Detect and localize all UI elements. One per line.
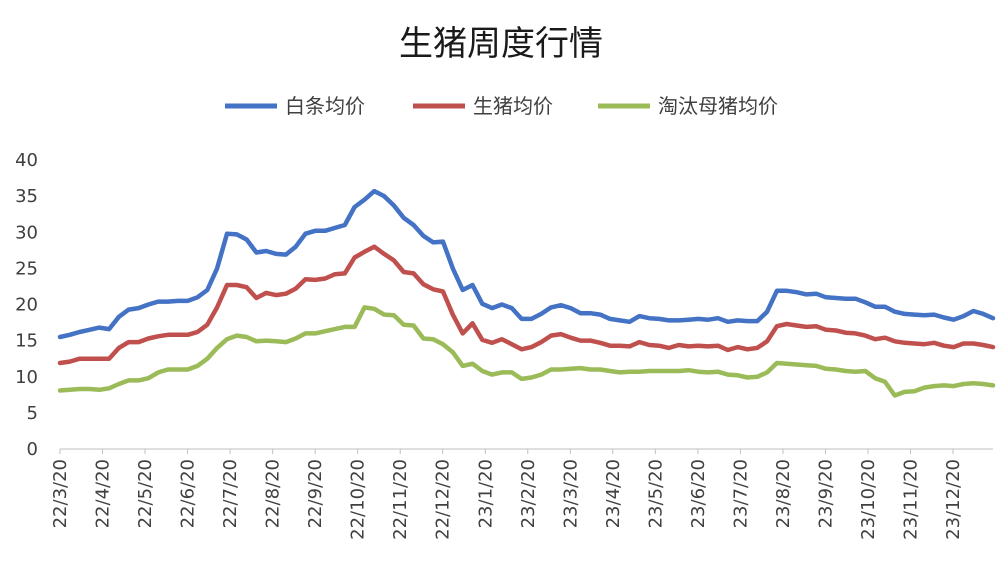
x-tick-label: 22/6/20 [178, 459, 199, 528]
x-tick-label: 22/10/20 [348, 459, 369, 540]
x-axis: 22/3/20 22/4/20 22/5/20 22/6/20 22/7/20 22/8/… [50, 448, 993, 540]
x-tick-label: 23/1/20 [475, 459, 496, 528]
series-layer [57, 188, 996, 398]
x-tick-label: 22/7/20 [220, 459, 241, 528]
x-tick-label: 22/8/20 [263, 459, 284, 528]
y-tick-label: 20 [15, 295, 38, 316]
x-tick-label: 23/6/20 [688, 459, 709, 528]
x-tick-label: 22/4/20 [93, 459, 114, 528]
x-tick-label: 23/9/20 [815, 459, 836, 528]
y-tick-label: 0 [27, 439, 38, 460]
x-tick-label: 22/3/20 [50, 459, 71, 528]
y-tick-label: 40 [15, 150, 38, 171]
x-tick-label: 23/5/20 [645, 459, 666, 528]
y-tick-label: 10 [15, 367, 38, 388]
chart-title: 生猪周度行情 [399, 24, 603, 64]
y-tick-label: 5 [27, 403, 38, 424]
x-tick-label: 23/8/20 [773, 459, 794, 528]
x-tick-label: 22/12/20 [433, 459, 454, 540]
y-tick-label: 25 [15, 258, 38, 279]
legend: 白条均价 生猪均价 淘汰母猪均价 [225, 94, 778, 118]
y-tick-label: 35 [15, 186, 38, 207]
x-tick-label: 23/10/20 [858, 459, 879, 540]
legend-label: 生猪均价 [473, 94, 553, 118]
x-tick-label: 23/11/20 [901, 459, 922, 540]
x-tick-label: 22/11/20 [390, 459, 411, 540]
series-line [57, 244, 996, 366]
legend-label: 白条均价 [285, 94, 365, 118]
x-tick-label: 23/4/20 [603, 459, 624, 528]
x-tick-label: 22/9/20 [305, 459, 326, 528]
y-tick-label: 15 [15, 331, 38, 352]
x-tick-label: 23/12/20 [943, 459, 964, 540]
series-line [57, 188, 996, 340]
legend-label: 淘汰母猪均价 [658, 94, 778, 118]
series-line [57, 305, 996, 398]
x-tick-label: 23/2/20 [518, 459, 539, 528]
x-tick-label: 22/5/20 [135, 459, 156, 528]
x-tick-label: 23/3/20 [560, 459, 581, 528]
x-tick-label: 23/7/20 [730, 459, 751, 528]
y-tick-label: 30 [15, 222, 38, 243]
y-axis: 0 5 10 15 20 25 30 35 40 [15, 150, 38, 460]
